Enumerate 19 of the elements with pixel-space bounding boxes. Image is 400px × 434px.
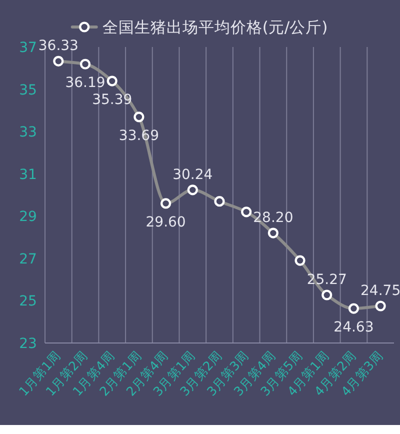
y-tick-label: 33 xyxy=(19,124,37,141)
y-tick-label: 31 xyxy=(19,166,37,183)
data-label: 28.20 xyxy=(253,210,294,226)
data-label: 36.33 xyxy=(38,38,78,54)
data-label: 29.60 xyxy=(146,214,186,230)
data-label: 36.19 xyxy=(65,75,106,92)
y-tick-label: 23 xyxy=(19,336,37,352)
legend: 全国生猪出场平均价格(元/公斤) xyxy=(70,18,328,36)
y-tick-label: 37 xyxy=(19,40,37,56)
y-tick-label: 25 xyxy=(19,294,37,310)
data-label: 30.24 xyxy=(172,166,213,183)
y-tick-label: 35 xyxy=(19,82,37,98)
y-tick-label: 27 xyxy=(19,251,37,268)
y-tick-label: 29 xyxy=(19,209,37,226)
data-label: 33.69 xyxy=(118,128,160,144)
data-label: 24.63 xyxy=(334,320,374,336)
data-label: 25.27 xyxy=(306,272,347,288)
data-label: 24.75 xyxy=(360,283,400,299)
data-label: 35.39 xyxy=(92,92,132,108)
